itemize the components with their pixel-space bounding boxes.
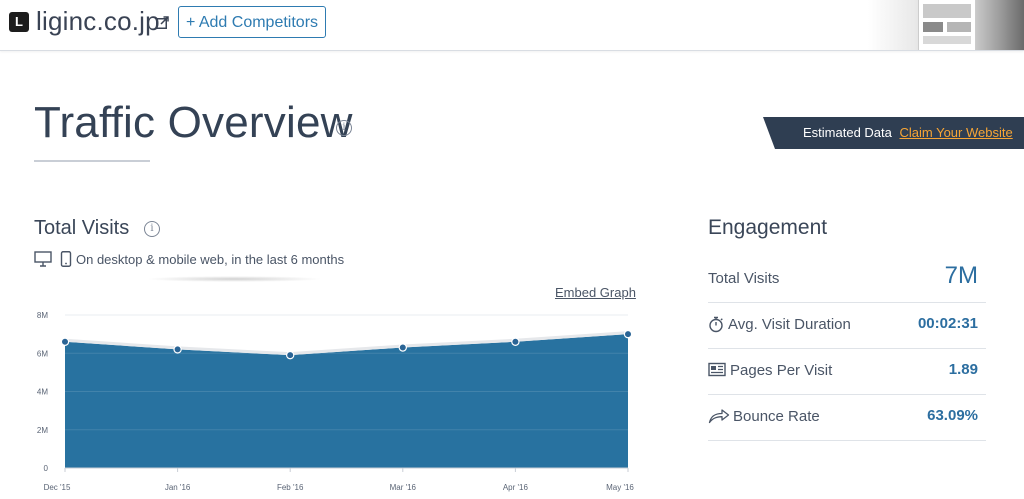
desktop-icon <box>34 250 52 267</box>
add-competitors-button[interactable]: + Add Competitors <box>178 6 326 38</box>
engagement-label: Total Visits <box>708 270 780 287</box>
thumbnail-preview <box>918 0 976 50</box>
engagement-row-bounce-rate: Bounce Rate 63.09% <box>708 394 986 441</box>
engagement-label: Bounce Rate <box>733 408 820 425</box>
engagement-row-pages-per-visit: Pages Per Visit 1.89 <box>708 348 986 395</box>
estimated-data-label: Estimated Data <box>803 125 892 140</box>
x-tick-label: Feb '16 <box>277 483 304 492</box>
device-note-text: On desktop & mobile web, in the last 6 m… <box>76 252 345 267</box>
y-tick-label: 4M <box>37 388 48 397</box>
data-point <box>286 350 295 360</box>
x-tick-label: Apr '16 <box>503 483 529 492</box>
series-area <box>65 334 628 468</box>
engagement-label: Avg. Visit Duration <box>728 316 851 333</box>
series-line <box>64 331 629 356</box>
y-tick-label: 8M <box>37 311 48 320</box>
y-tick-label: 6M <box>37 349 48 358</box>
external-link-icon[interactable] <box>156 16 169 29</box>
bounce-arrow-icon <box>708 409 730 424</box>
device-note: On desktop & mobile web, in the last 6 m… <box>34 250 344 270</box>
x-tick-label: Dec '15 <box>44 483 71 492</box>
mobile-icon <box>60 250 71 267</box>
x-tick-label: Mar '16 <box>390 483 417 492</box>
engagement-value: 1.89 <box>948 361 978 378</box>
embed-graph-link[interactable]: Embed Graph <box>555 285 636 300</box>
engagement-value: 00:02:31 <box>917 315 978 332</box>
pages-icon <box>708 362 726 377</box>
claim-website-link[interactable]: Claim Your Website <box>899 125 1013 140</box>
engagement-row-visit-duration: Avg. Visit Duration 00:02:31 <box>708 302 986 349</box>
page-title: Traffic Overview <box>34 98 353 147</box>
total-visits-chart: 0 2M 4M 6M 8M Dec '15 Jan '16 Feb '16 Mar '16 Apr… <box>37 311 635 492</box>
total-visits-info-icon[interactable]: i <box>144 221 160 237</box>
y-tick-label: 2M <box>37 426 48 435</box>
site-domain[interactable]: liginc.co.jp <box>36 6 160 36</box>
site-favicon: L <box>9 12 29 32</box>
data-point <box>623 329 633 339</box>
top-bar: L liginc.co.jp + Add Competitors <box>0 0 1024 51</box>
stopwatch-icon <box>709 316 723 333</box>
y-tick-label: 0 <box>44 464 49 473</box>
x-tick-label: May '16 <box>606 483 634 492</box>
engagement-label: Pages Per Visit <box>730 362 833 379</box>
total-visits-title: Total Visits <box>34 217 130 239</box>
data-point <box>173 345 182 354</box>
engagement-value: 63.09% <box>927 407 978 424</box>
data-point <box>398 343 407 352</box>
site-screenshot-thumbnail[interactable] <box>868 0 1024 50</box>
data-point <box>60 337 70 346</box>
engagement-row-total-visits: Total Visits 7M <box>708 256 986 303</box>
engagement-value: 7M <box>944 262 978 289</box>
info-icon[interactable]: i <box>336 120 352 136</box>
divider-shadow <box>146 276 322 282</box>
engagement-title: Engagement <box>708 216 828 239</box>
x-tick-label: Jan '16 <box>165 483 191 492</box>
title-underline <box>34 160 150 162</box>
data-point <box>511 337 520 346</box>
estimated-data-banner: Estimated Data Claim Your Website <box>763 117 1024 149</box>
